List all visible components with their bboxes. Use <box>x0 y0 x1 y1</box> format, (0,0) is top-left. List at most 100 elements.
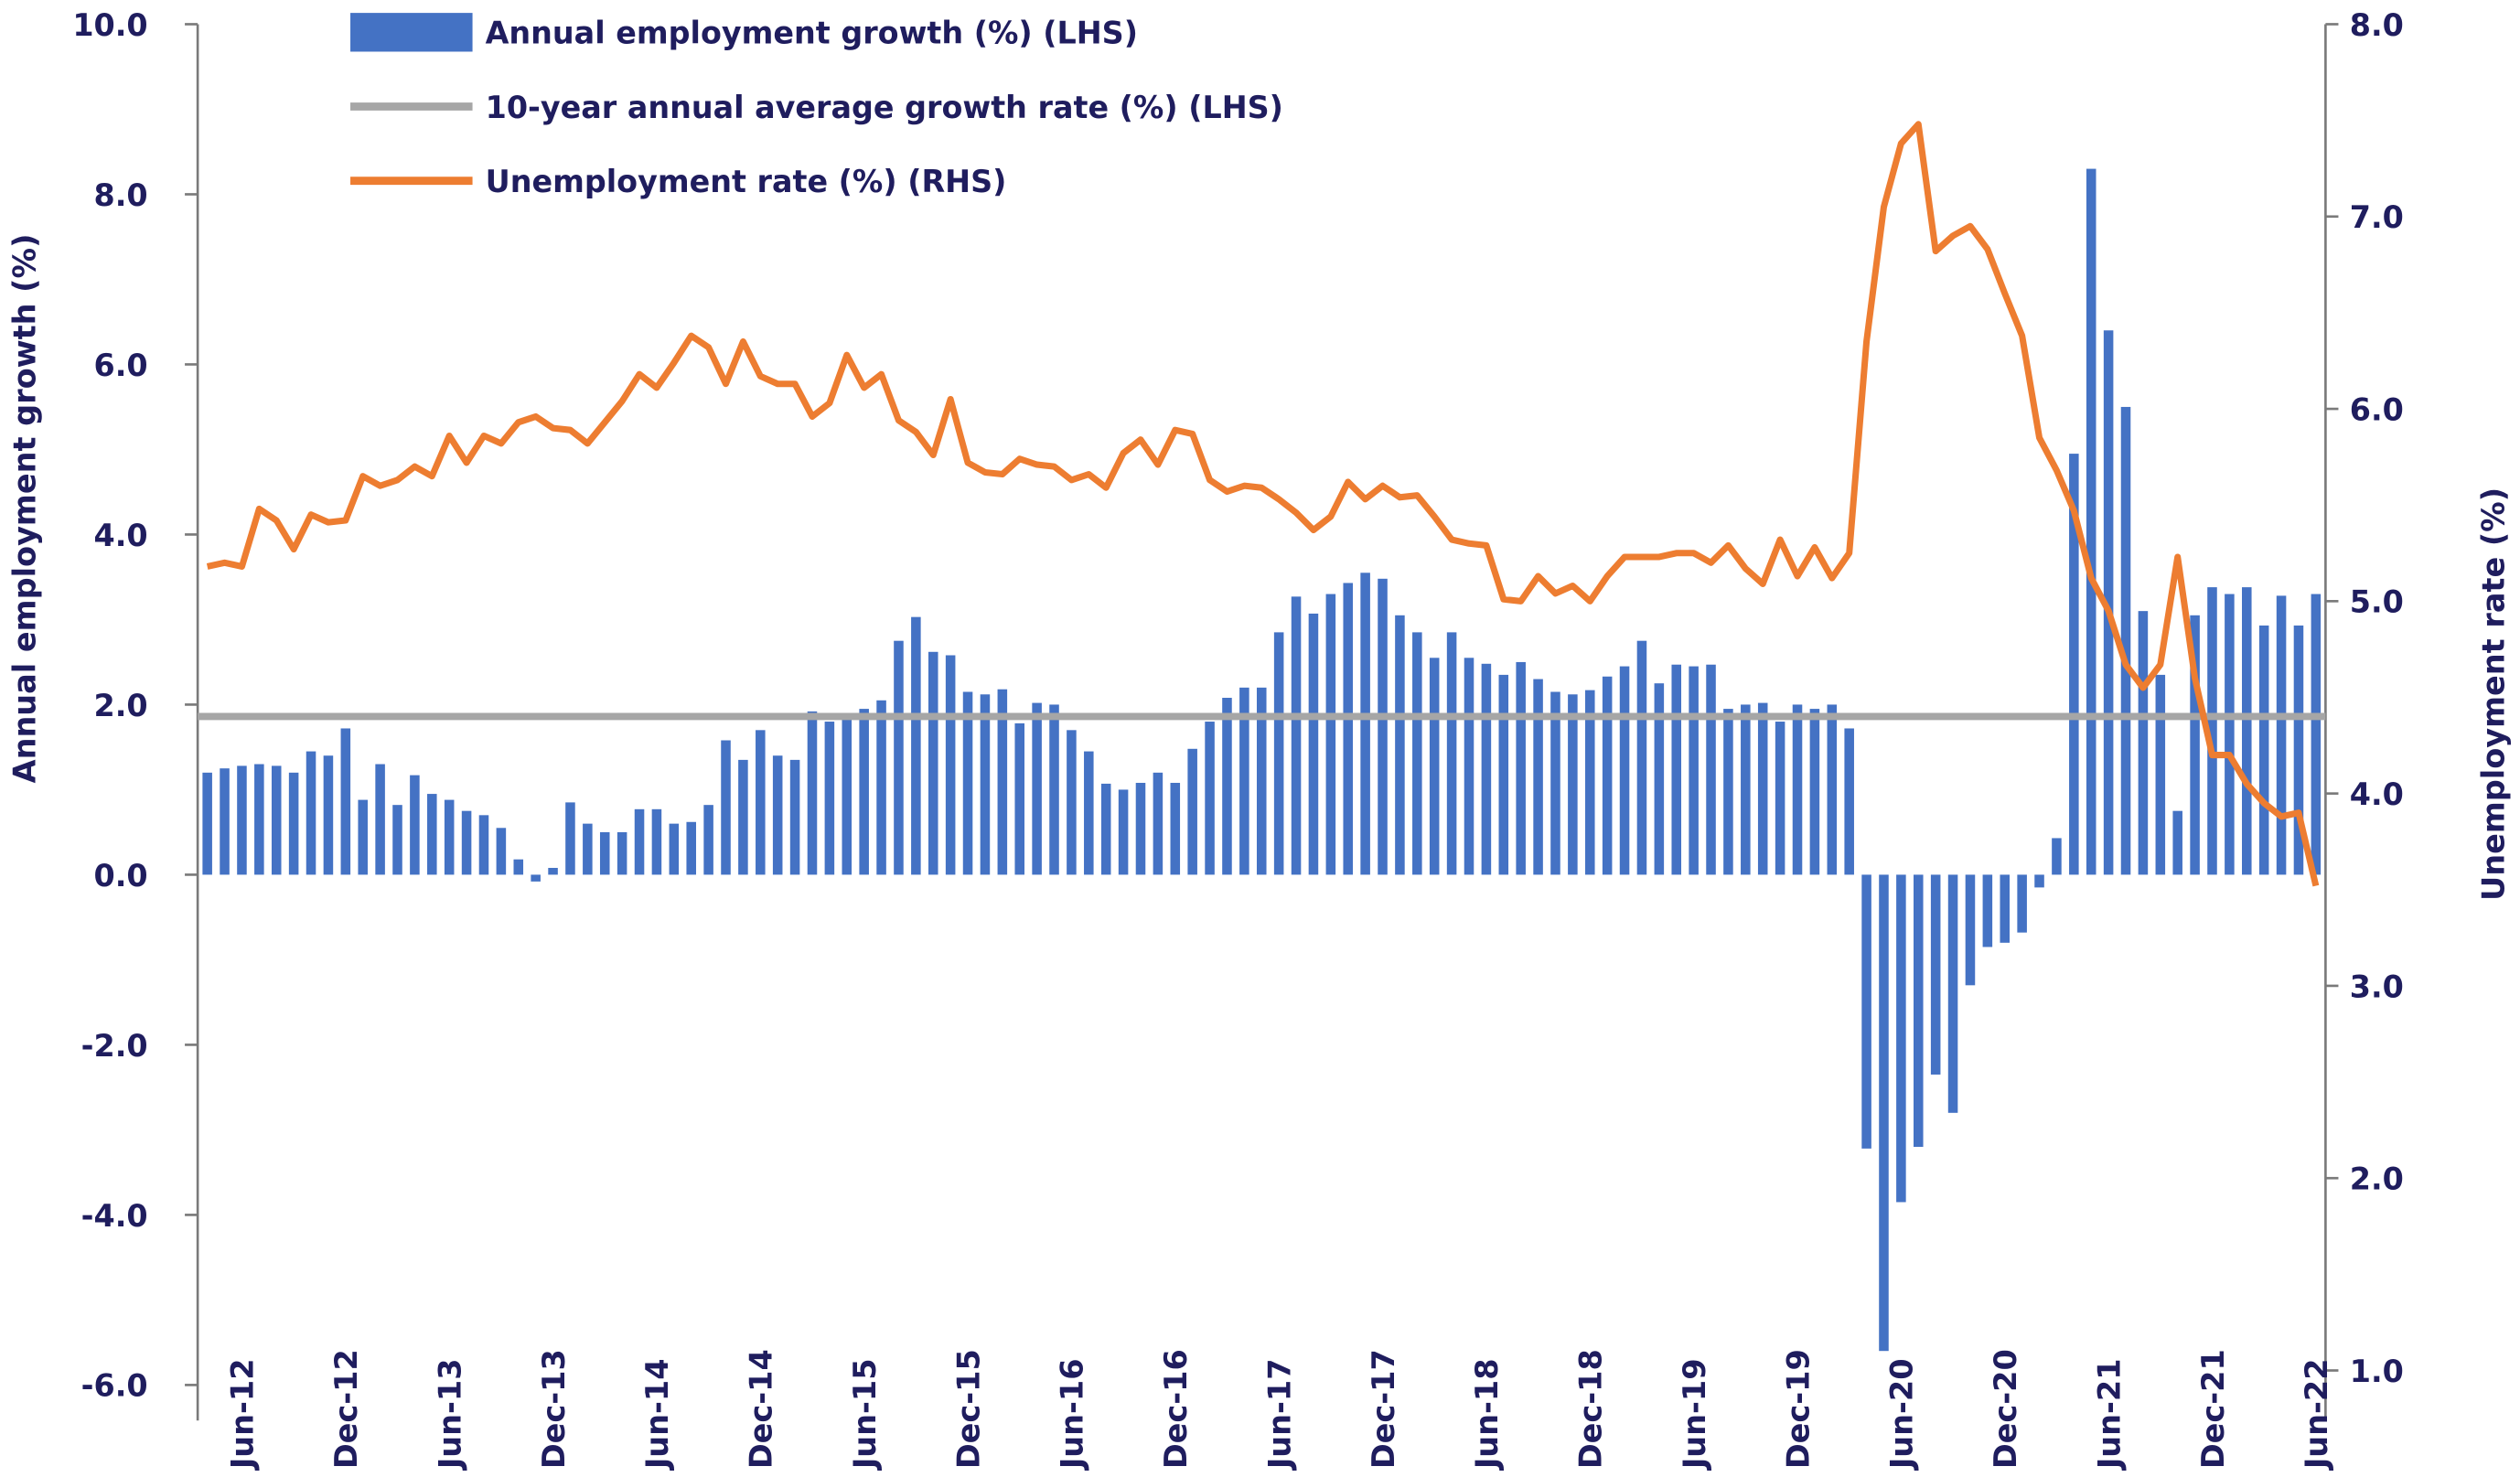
bar <box>1654 683 1665 875</box>
bar <box>1602 676 1613 875</box>
bar <box>669 823 680 875</box>
bar <box>997 689 1008 875</box>
bar <box>1792 704 1803 875</box>
x-tick-label: Dec-19 <box>1780 1349 1816 1469</box>
bar <box>461 810 472 875</box>
bar <box>1273 632 1284 875</box>
bar <box>1947 874 1958 1113</box>
bar <box>513 859 524 875</box>
bar <box>2155 674 2166 875</box>
bar <box>721 740 731 875</box>
x-tick-label: Dec-14 <box>744 1349 779 1469</box>
bar <box>1671 664 1682 875</box>
bar <box>824 722 835 875</box>
x-tick-label: Jun-18 <box>1469 1358 1505 1471</box>
bar <box>444 799 455 875</box>
bar <box>2034 874 2044 888</box>
y2-axis-title: Unemployment rate (%) <box>2476 487 2512 901</box>
x-tick-label: Jun-22 <box>2299 1358 2334 1471</box>
bar <box>1360 573 1370 875</box>
bar <box>1689 666 1699 875</box>
x-tick-label: Jun-14 <box>639 1358 675 1471</box>
bar <box>2242 587 2252 875</box>
bar <box>1153 772 1163 875</box>
bar <box>703 805 713 875</box>
bar <box>271 765 282 875</box>
bar <box>1930 874 1941 1075</box>
bar <box>220 768 230 875</box>
bar <box>772 755 783 875</box>
bar <box>962 691 973 875</box>
y2-tick-label: 1.0 <box>2350 1354 2404 1389</box>
bar <box>2017 874 2027 933</box>
bar <box>2000 874 2011 943</box>
bar <box>1568 694 1578 875</box>
bar <box>980 694 991 875</box>
bar <box>1205 722 1215 875</box>
bar <box>392 805 402 875</box>
x-tick-label: Jun-20 <box>1884 1358 1920 1471</box>
bar <box>894 640 904 875</box>
bar <box>1879 874 1889 1352</box>
y-tick-label: 2.0 <box>94 688 148 723</box>
bar <box>1032 702 1042 875</box>
y-tick-label: 10.0 <box>72 7 147 43</box>
bar <box>738 759 748 875</box>
bar <box>478 815 489 875</box>
bar <box>1067 730 1077 875</box>
bar <box>686 821 696 875</box>
y2-tick-label: 3.0 <box>2350 969 2404 1004</box>
bar <box>1619 666 1630 875</box>
bar <box>945 655 956 875</box>
bar <box>1049 704 1059 875</box>
x-tick-label: Dec-17 <box>1366 1349 1401 1469</box>
x-tick-label: Jun-12 <box>225 1358 261 1471</box>
y-tick-label: 0.0 <box>94 858 148 894</box>
bar <box>1706 664 1716 875</box>
bar <box>1429 658 1440 875</box>
bar <box>1291 596 1302 875</box>
bar <box>1636 640 1647 875</box>
bar <box>531 874 541 882</box>
bar <box>1914 874 1924 1148</box>
x-tick-label: Dec-15 <box>950 1349 986 1469</box>
bar <box>2311 594 2322 875</box>
bar <box>1100 783 1111 875</box>
bar <box>1861 874 1871 1149</box>
bar <box>2207 587 2217 875</box>
bar <box>1757 702 1768 875</box>
bar <box>306 751 316 875</box>
bar <box>1378 578 1388 875</box>
bar <box>1844 728 1854 875</box>
x-tick-label: Jun-17 <box>1262 1358 1298 1471</box>
y-tick-label: -4.0 <box>81 1198 148 1234</box>
x-tick-label: Dec-13 <box>536 1349 572 1469</box>
bar <box>583 823 593 875</box>
x-tick-label: Dec-12 <box>328 1349 364 1469</box>
bar <box>496 828 507 875</box>
bar <box>565 802 575 875</box>
bar <box>789 759 800 875</box>
bar <box>1412 632 1422 875</box>
bar <box>340 728 351 875</box>
bar <box>1723 709 1733 875</box>
x-tick-label: Jun-19 <box>1677 1358 1712 1471</box>
bar <box>1084 751 1094 875</box>
bar <box>2120 406 2131 875</box>
y2-tick-label: 7.0 <box>2350 199 2404 235</box>
y2-tick-label: 6.0 <box>2350 391 2404 427</box>
x-tick-label: Jun-16 <box>1055 1358 1090 1471</box>
bar <box>1809 709 1820 875</box>
bar <box>911 616 921 875</box>
bar <box>1256 687 1267 875</box>
bar <box>2225 594 2235 875</box>
bar <box>254 764 264 875</box>
x-tick-label: Jun-15 <box>847 1358 883 1471</box>
bar <box>1516 661 1526 875</box>
bar <box>651 808 662 875</box>
bar <box>1222 697 1232 875</box>
bar <box>1533 679 1543 875</box>
bar <box>1550 691 1560 875</box>
